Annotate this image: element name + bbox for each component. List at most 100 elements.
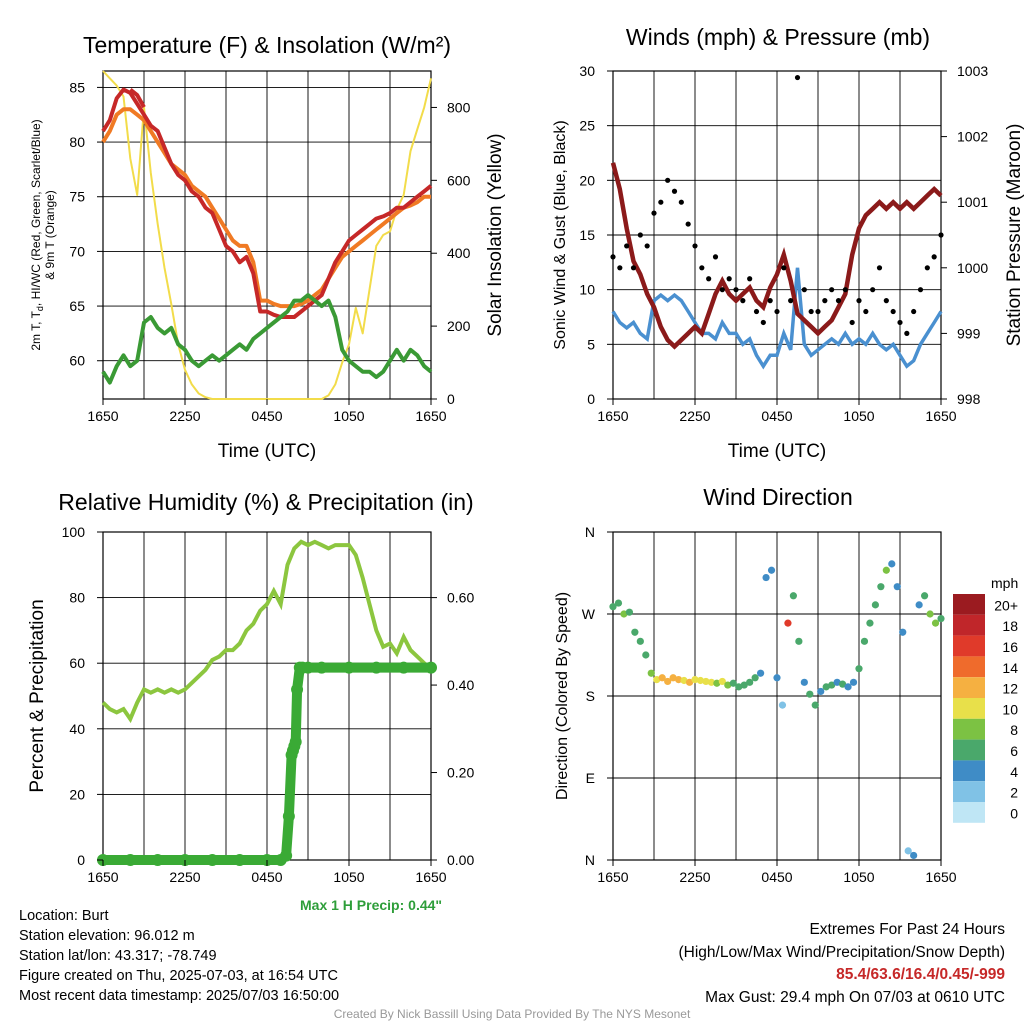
wind-direction-point [724,681,732,689]
wind-direction-point [713,679,721,687]
gust-point [719,287,725,293]
wind-direction-point [757,669,765,677]
wind-direction-point [882,566,890,574]
gust-point [815,308,821,315]
x-tick-label: 1650 [925,869,956,885]
x-tick-label: 2250 [679,869,710,885]
wind-direction-point [653,676,661,684]
precip-point [370,661,383,674]
y-tick-label: 5 [587,336,595,352]
wind-direction-point [631,628,639,636]
gust-point [692,243,698,249]
wind-direction-point [636,637,644,645]
wind-direction-point [844,683,852,691]
legend-label: 16 [1002,639,1018,655]
wind-direction-point [855,665,863,673]
gust-point [924,265,930,271]
wind-direction-point [795,637,803,645]
y-tick-label: 20 [579,172,595,188]
gust-point [870,287,876,293]
gust-point [822,298,828,304]
y-tick-label: 80 [69,134,85,150]
wind-direction-y-axis-label: Direction (Colored By Speed) [554,592,571,800]
y-tick-label: 85 [69,79,85,95]
x-tick-label: 0450 [251,869,282,885]
legend-swatch [953,781,985,802]
precip-point [343,661,355,674]
wind-direction-point [669,674,677,682]
legend-label: 4 [1010,764,1018,780]
speed-legend-title: mph [991,575,1018,591]
y-tick-label: E [586,770,595,786]
legend-label: 14 [1002,660,1018,676]
y-tick-label: 0 [587,391,595,407]
wind-direction-point [833,678,841,686]
gust-point [760,319,766,326]
legend-swatch [953,635,985,657]
precip-point [425,661,437,674]
wind-direction-point [904,847,912,855]
y-tick-label: N [585,852,595,868]
station-info: Location: Burt Station elevation: 96.012… [19,906,339,1006]
y-tick-label: W [582,606,596,622]
gust-point [665,177,671,183]
gust-point [917,287,924,293]
x-tick-label: 1650 [597,408,628,424]
extremes-values: 85.4/63.6/16.4/0.45/-999 [836,966,1005,983]
gust-point [733,287,739,293]
y2-tick-label: 1000 [957,260,988,276]
wind-direction-point [773,674,781,682]
wind-direction-point [735,683,743,691]
temperature-series-line [129,88,146,109]
precip-point [233,854,246,866]
y-tick-label: 25 [579,118,595,134]
gust-point [747,276,753,282]
y2-tick-label: 600 [447,172,471,188]
wind-direction-point [937,614,945,623]
wind-direction-point [702,677,710,686]
y-tick-label: 75 [69,189,85,205]
x-tick-label: 1050 [333,869,364,885]
x-tick-label: 0450 [761,408,792,424]
wind-direction-point [893,583,901,591]
gust-point [808,308,814,315]
gust-point [883,298,889,304]
precip-point [282,810,295,823]
y-tick-label: 70 [69,243,85,259]
wind-direction-point [718,677,726,686]
wind-direction-point [931,619,940,627]
gust-point [699,265,705,271]
wind-direction-grid [613,532,941,860]
legend-label: 2 [1010,785,1018,801]
wind-direction-point [642,651,650,659]
wind-direction-point [707,678,716,686]
temperature-y-label-part2: , HI/WC (Red, Green, Scarlet/Blue) [29,119,43,306]
temperature-y-label-sub: d [35,306,45,311]
extremes-info: Extremes For Past 24 Hours (High/Low/Max… [679,919,1006,1009]
wind-direction-point [647,669,655,677]
y2-tick-label: 0.20 [447,765,474,781]
y2-tick-label: 1003 [957,63,988,79]
figure-created: Figure created on Thu, 2025-07-03, at 16… [19,968,338,984]
legend-swatch [953,614,985,636]
gust-point [801,287,807,293]
station-elevation: Station elevation: 96.012 m [19,928,195,944]
temperature-series-line [101,87,433,319]
wind-direction-point [871,601,880,609]
wind-direction-point [800,678,808,686]
wind-direction-point [729,679,737,687]
wind-direction-point [877,583,885,591]
y2-tick-label: 200 [447,318,471,334]
temperature-ticks: 1650 2250 0450 1050 1650 60 65 70 75 80 85 0 200 400 6… [69,79,470,424]
wind-direction-point [921,592,929,600]
gust-point [856,298,862,304]
winds-panel: Winds (mph) & Pressure (mb) 1650 2250 0450… [552,24,1024,462]
temperature-y-axis-label: 2m T, Td, HI/WC (Red, Green, Scarlet/Blu… [29,119,45,350]
temperature-y-axis-label-2: & 9m T (Orange) [43,190,57,280]
gust-point [904,330,910,336]
x-tick-label: 2250 [169,408,200,424]
y-tick-label: 30 [579,63,595,79]
precip-point [289,735,302,748]
y-tick-label: 60 [69,353,85,369]
